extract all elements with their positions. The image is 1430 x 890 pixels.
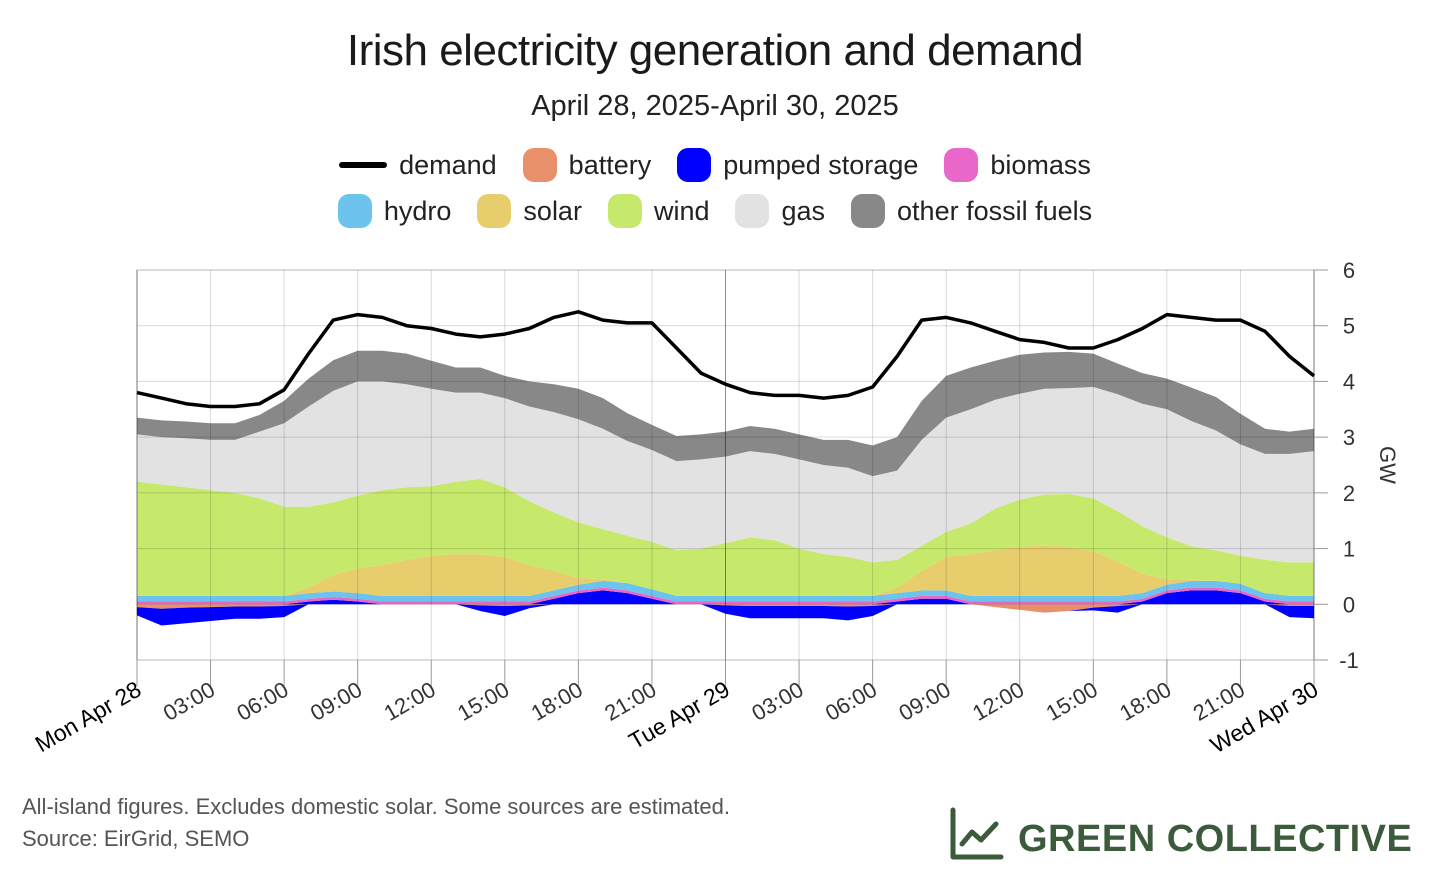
x-tick-label: 12:00: [380, 677, 440, 726]
chart-subtitle: April 28, 2025-April 30, 2025: [531, 90, 899, 122]
area-solar: [137, 545, 1314, 596]
y-tick-label: 5: [1343, 314, 1355, 339]
demand-line: [136, 310, 1316, 409]
legend-item-other-fossil-fuels[interactable]: other fossil fuels: [851, 194, 1092, 228]
x-tick-label: 06:00: [821, 677, 881, 726]
x-tick-label: 18:00: [527, 677, 587, 726]
x-tick-label: 15:00: [453, 677, 513, 726]
pumped-storage-swatch: [677, 148, 712, 182]
legend-label: pumped storage: [723, 149, 919, 180]
legend-label: solar: [523, 195, 582, 226]
legend-label: biomass: [990, 149, 1091, 180]
hydro-swatch: [337, 194, 372, 228]
legend-item-pumped-storage[interactable]: pumped storage: [677, 148, 918, 182]
x-tick-label-day: Mon Apr 28: [31, 676, 146, 757]
y-tick-label: 0: [1343, 592, 1355, 617]
legend-item-demand[interactable]: demand: [339, 150, 497, 181]
footnote-coverage: All-island figures. Excludes domestic so…: [22, 794, 730, 819]
battery-swatch: [522, 148, 557, 182]
wind-swatch: [607, 194, 642, 228]
demand-swatch: [339, 162, 388, 168]
y-tick-label: 2: [1343, 481, 1355, 506]
area-gas: [137, 381, 1314, 563]
brand-logo: GREEN COLLECTIVE: [948, 806, 1412, 872]
other-fossil-fuels-swatch: [851, 194, 886, 228]
legend-row-1: demand battery pumped storage biomass: [0, 148, 1430, 182]
solar-swatch: [477, 194, 512, 228]
gas-swatch: [735, 194, 770, 228]
legend-item-battery[interactable]: battery: [522, 148, 652, 182]
biomass-swatch: [944, 148, 979, 182]
y-tick-label: 4: [1343, 369, 1355, 394]
y-tick-label: 1: [1343, 537, 1355, 562]
y-tick-label: 3: [1343, 425, 1355, 450]
area-biomass: [137, 587, 1314, 605]
y-axis-title: GW: [1375, 446, 1400, 484]
legend-label: other fossil fuels: [897, 195, 1093, 226]
brand-name: GREEN COLLECTIVE: [1018, 817, 1413, 860]
legend-item-solar[interactable]: solar: [477, 194, 582, 228]
chart-title: Irish electricity generation and demand: [346, 26, 1084, 75]
legend-item-gas[interactable]: gas: [735, 194, 825, 228]
legend-label: battery: [568, 149, 652, 180]
area-hydro: [137, 580, 1314, 602]
legend-item-wind[interactable]: wind: [607, 194, 710, 228]
x-tick-label: 03:00: [159, 677, 219, 726]
area-wind: [137, 478, 1314, 596]
area-pumped-storage-charge: [137, 604, 1314, 626]
legend-item-hydro[interactable]: hydro: [337, 194, 452, 228]
x-tick-label: 12:00: [968, 677, 1028, 726]
legend-label: demand: [399, 149, 497, 180]
legend-label: wind: [653, 195, 710, 226]
x-tick-label: 03:00: [747, 677, 807, 726]
x-tick-label: 09:00: [895, 677, 955, 726]
area-battery-charge: [137, 604, 1314, 613]
x-tick-label: 09:00: [306, 677, 366, 726]
area-other-fossil-fuels: [137, 350, 1314, 477]
x-tick-label: 06:00: [232, 677, 292, 726]
x-tick-label: 15:00: [1042, 677, 1102, 726]
legend-label: gas: [781, 195, 826, 226]
legend-item-biomass[interactable]: biomass: [944, 148, 1091, 182]
line-chart-icon: [948, 806, 1004, 872]
footnote-source: Source: EirGrid, SEMO: [22, 826, 250, 851]
y-tick-label: -1: [1339, 648, 1359, 673]
legend-row-2: hydro solar wind gas other fossil fuels: [0, 194, 1430, 228]
legend-label: hydro: [383, 195, 452, 226]
y-tick-label: 6: [1343, 258, 1355, 283]
area-pumped-storage: [137, 590, 1314, 605]
x-tick-label: 18:00: [1115, 677, 1175, 726]
